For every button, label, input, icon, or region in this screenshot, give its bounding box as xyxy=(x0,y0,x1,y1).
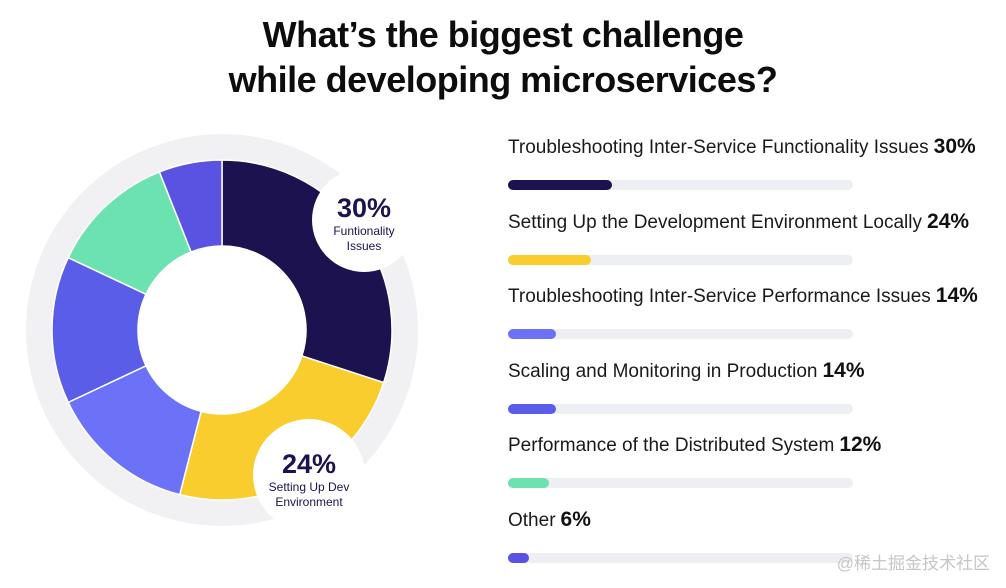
bar-track xyxy=(508,180,853,190)
chart-title: What’s the biggest challenge while devel… xyxy=(0,12,1006,102)
bar-row-1: Troubleshooting Inter-Service Functional… xyxy=(508,133,988,208)
bar-category-label: Scaling and Monitoring in Production xyxy=(508,360,818,382)
bar-value-label: 30% xyxy=(933,135,976,158)
bar-category-label: Troubleshooting Inter-Service Performanc… xyxy=(508,286,931,308)
bar-row-5: Performance of the Distributed System 12% xyxy=(508,431,988,506)
callout-dev-environment-bubble xyxy=(253,419,365,531)
bar-fill xyxy=(508,552,529,563)
bar-row-3: Troubleshooting Inter-Service Performanc… xyxy=(508,282,988,357)
bar-value-label: 14% xyxy=(822,358,865,382)
bar-value-label: 14% xyxy=(935,284,978,308)
bar-list: Troubleshooting Inter-Service Functional… xyxy=(508,133,988,581)
bar-row-4: Scaling and Monitoring in Production 14% xyxy=(508,357,988,432)
callout-functionality-line-2: Issues xyxy=(347,239,382,253)
bar-fill xyxy=(508,329,557,340)
donut-hole xyxy=(138,246,306,414)
bar-track xyxy=(508,552,853,563)
bar-track xyxy=(508,329,853,340)
bar-label: Performance of the Distributed System 12% xyxy=(508,433,881,457)
callout-functionality: 30% Funtionality Issues xyxy=(312,168,416,272)
callout-dev-environment: 24% Setting Up Dev Environment xyxy=(253,419,365,531)
bar-fill xyxy=(508,403,557,414)
bar-fill xyxy=(508,180,612,190)
bar-value-label: 12% xyxy=(839,433,882,457)
bar-label: Other 6% xyxy=(508,508,591,532)
bar-label: Troubleshooting Inter-Service Performanc… xyxy=(508,284,978,308)
bar-fill xyxy=(508,478,550,489)
bar-category-label: Other xyxy=(508,509,556,531)
bar-row-6: Other 6% xyxy=(508,506,988,581)
bar-track xyxy=(508,478,853,489)
bar-row-2: Setting Up the Development Environment L… xyxy=(508,208,988,283)
chart-title-line-1: What’s the biggest challenge xyxy=(262,14,744,55)
callout-dev-environment-line-1: Setting Up Dev xyxy=(269,480,350,494)
bar-fill xyxy=(508,254,591,265)
bar-track xyxy=(508,254,853,265)
chart-title-line-2: while developing microservices? xyxy=(228,59,778,100)
bar-track xyxy=(508,403,853,414)
callout-dev-environment-pct: 24% xyxy=(282,449,336,479)
callout-dev-environment-line-2: Environment xyxy=(275,495,343,509)
bar-label: Setting Up the Development Environment L… xyxy=(508,210,969,234)
bar-label: Scaling and Monitoring in Production 14% xyxy=(508,359,865,383)
bar-category-label: Performance of the Distributed System xyxy=(508,435,835,457)
donut-chart: 30% Funtionality Issues 24% Setting Up D… xyxy=(26,134,418,531)
callout-functionality-bubble xyxy=(312,168,416,272)
bar-category-label: Troubleshooting Inter-Service Functional… xyxy=(508,137,929,158)
bar-category-label: Setting Up the Development Environment L… xyxy=(508,211,923,233)
callout-functionality-line-1: Funtionality xyxy=(333,224,394,238)
watermark: @稀土掘金技术社区 xyxy=(836,554,990,573)
bar-label: Troubleshooting Inter-Service Functional… xyxy=(508,135,976,159)
bar-value-label: 24% xyxy=(927,209,970,233)
callout-functionality-pct: 30% xyxy=(337,193,391,223)
bar-value-label: 6% xyxy=(560,507,591,531)
